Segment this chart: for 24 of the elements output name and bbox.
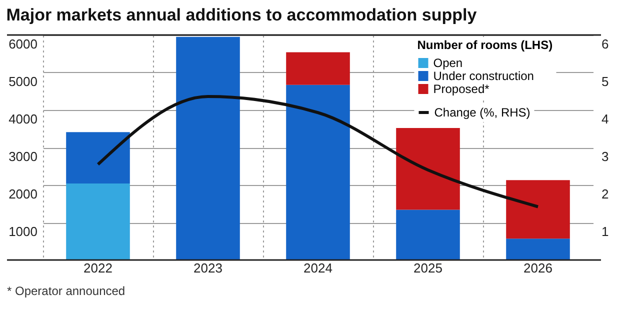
legend-label: Under construction [433, 69, 534, 83]
chart-title: Major markets annual additions to accommodation supply [6, 5, 478, 24]
text: * Operator announced [7, 284, 126, 298]
x-tick-label: 2024 [304, 260, 332, 276]
legend-label: Change (%, RHS) [434, 106, 530, 120]
legend-title: Number of rooms (LHS) [417, 38, 553, 52]
y2-tick-label: 6 [602, 36, 609, 52]
x-tick-label: 2023 [194, 260, 222, 276]
x-tick-label: 2025 [414, 260, 442, 276]
x-tick-label: 2022 [84, 260, 112, 276]
x-tick-label: 2026 [524, 260, 552, 276]
y2-tick-label: 1 [602, 224, 609, 239]
y2-tick-label: 3 [602, 149, 609, 164]
y-tick-label: 1000 [8, 224, 38, 239]
y-tick-label: 5000 [8, 74, 38, 89]
y2-tick-label: 5 [602, 74, 609, 89]
y2-tick-label: 2 [602, 186, 609, 202]
y2-tick-label: 4 [602, 112, 609, 126]
y-tick-label: 6000 [8, 36, 38, 52]
y-tick-label: 3000 [8, 149, 38, 164]
legend-label: Open [433, 56, 463, 70]
y-tick-label: 2000 [8, 186, 38, 202]
y-tick-label: 4000 [8, 112, 38, 126]
legend-label: Proposed* [433, 82, 490, 96]
